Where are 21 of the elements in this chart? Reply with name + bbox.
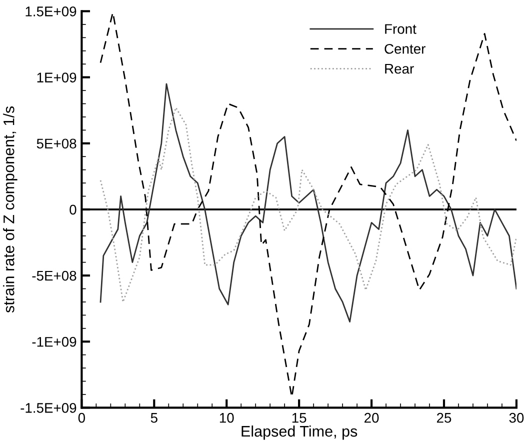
y-axis-title: strain rate of Z component, 1/s (3, 106, 18, 313)
y-tick-label: -1.5E+09 (20, 403, 76, 413)
legend-label: Front (385, 24, 416, 34)
y-tick-label: 5E+08 (36, 138, 76, 149)
x-tick-label: 10 (220, 412, 234, 423)
x-tick-label: 5 (150, 413, 158, 423)
x-tick-label: 20 (364, 412, 379, 423)
line-series (100, 83, 516, 322)
legend-label: Center (384, 44, 426, 54)
x-tick-label: 30 (509, 412, 524, 423)
legend-label: Rear (385, 64, 414, 74)
y-tick-label: -1E+09 (32, 336, 76, 347)
y-tick-label: -5E+08 (32, 270, 76, 281)
y-tick-label: 1.5E+09 (26, 6, 76, 16)
x-tick-label: 15 (292, 413, 306, 423)
x-tick-label: 25 (436, 412, 452, 423)
x-axis-title: Elapsed Time, ps (242, 425, 358, 440)
y-tick-label: 1E+09 (37, 72, 76, 82)
y-tick-label: 0 (70, 204, 76, 215)
x-tick-label: 0 (78, 412, 86, 423)
line-series (100, 106, 516, 303)
